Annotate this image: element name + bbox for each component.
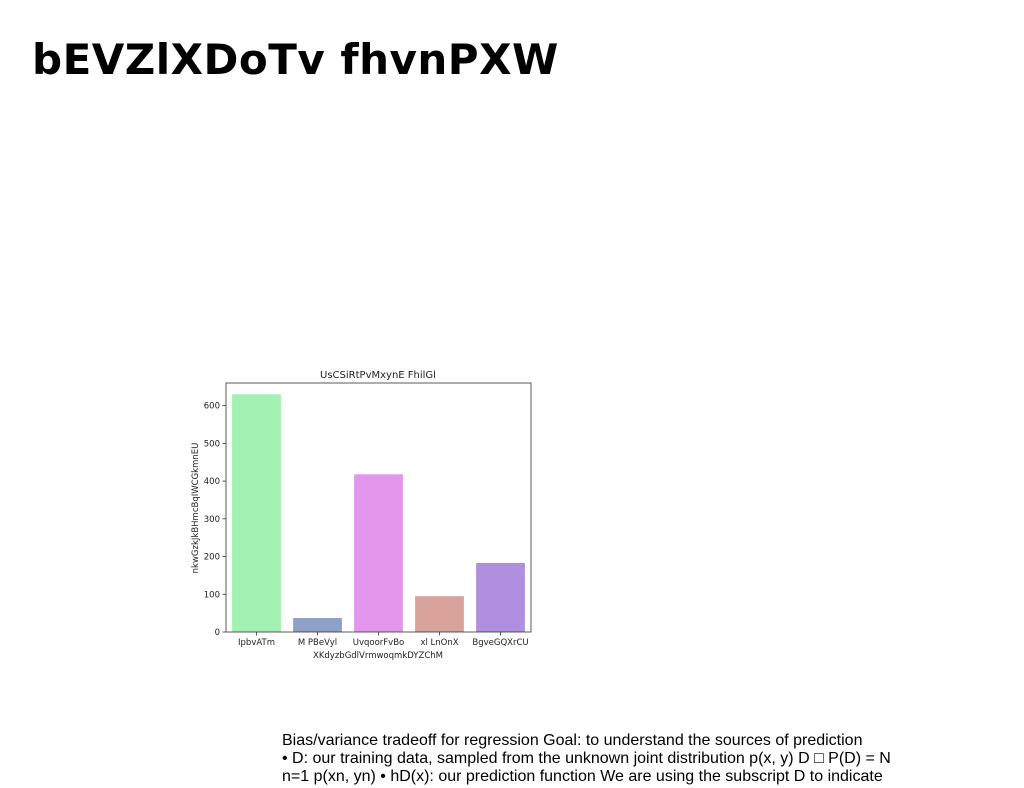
x-tick-label: xl LnOnX — [420, 638, 458, 648]
y-tick-label: 100 — [204, 590, 220, 600]
bar — [354, 474, 403, 632]
caption-line: • D: our training data, sampled from the… — [282, 750, 891, 767]
caption-text: Bias/variance tradeoff for regression Go… — [282, 732, 982, 786]
x-axis-label: XKdyzbGdlVrmwoqmkDYZChM — [313, 651, 443, 661]
y-tick-label: 300 — [204, 515, 220, 525]
y-tick-label: 600 — [204, 402, 220, 412]
y-axis-label: nkwGzkJkBHmcBqIWCGkmnEU — [191, 443, 201, 574]
x-tick-label: IpbvATm — [238, 638, 275, 648]
y-tick-label: 200 — [204, 553, 220, 563]
chart-svg: UsCSiRtPvMxynE FhilGl IpbvATm M PBeVyl Uvq… — [191, 370, 532, 661]
chart-title: UsCSiRtPvMxynE FhilGl — [320, 370, 436, 381]
x-tick-label: M PBeVyl — [298, 638, 337, 648]
bar-chart: UsCSiRtPvMxynE FhilGl IpbvATm M PBeVyl Uvq… — [186, 362, 540, 664]
bars-layer — [232, 394, 525, 632]
y-tick-label: 500 — [204, 439, 220, 449]
x-tick-label: UvqoorFvBo — [353, 638, 405, 648]
bar — [293, 618, 342, 632]
x-tick-label: BgveGQXrCU — [472, 638, 528, 648]
bar — [415, 596, 464, 632]
bar — [232, 394, 281, 632]
axis-layer: IpbvATm M PBeVyl UvqoorFvBo xl LnOnX BgveGQX… — [204, 402, 529, 648]
slide-title: bEVZlXDoTv fhvnPXW — [32, 35, 559, 84]
y-tick-label: 0 — [215, 628, 220, 638]
caption-line: n=1 p(xn, yn) • hD(x): our prediction fu… — [282, 768, 883, 785]
caption-line: Bias/variance tradeoff for regression Go… — [282, 732, 863, 749]
y-tick-label: 400 — [204, 477, 220, 487]
bar — [476, 562, 525, 632]
plot-frame — [225, 382, 532, 633]
